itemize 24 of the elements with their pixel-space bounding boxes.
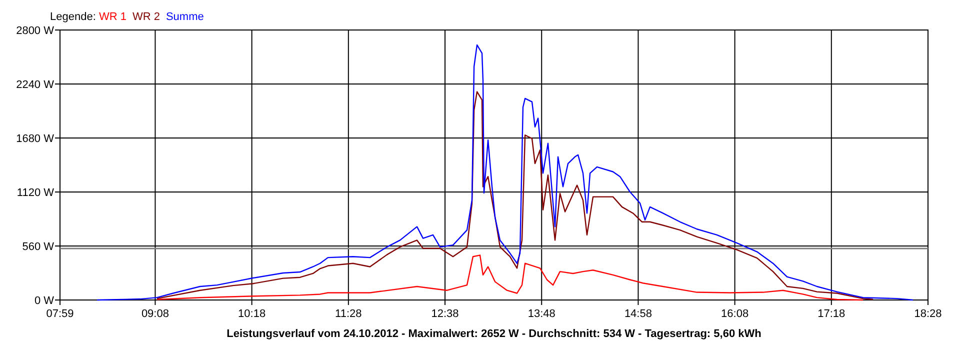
- line-series: [156, 254, 864, 301]
- x-tick-label: 18:28: [914, 308, 942, 320]
- x-axis-title: Leistungsverlauf vom 24.10.2012 - Maximalwert: 2652 W - Durchschnitt: 534 W - Tagesertrag: 5,60 kWh: [226, 328, 762, 340]
- x-tick-label: 07:59: [46, 308, 74, 320]
- line-series: [156, 91, 874, 300]
- y-tick-label: 1120 W: [16, 186, 55, 199]
- x-tick-label: 10:18: [238, 308, 266, 320]
- y-tick-label: 2800 W: [16, 24, 55, 37]
- text: Summe: [166, 11, 204, 23]
- y-tick-label: 1680 W: [16, 132, 55, 145]
- text: WR 2: [132, 11, 160, 23]
- legend-title: Legende:: [50, 11, 99, 23]
- x-tick-label: 16:08: [721, 308, 749, 320]
- x-tick-label: 13:48: [528, 308, 556, 320]
- text: WR 1: [98, 11, 126, 23]
- x-tick-label: 17:18: [818, 308, 846, 320]
- x-tick-label: 14:58: [624, 308, 652, 320]
- y-tick-label: 0 W: [34, 294, 55, 307]
- x-tick-label: 12:38: [431, 308, 459, 320]
- line-series: [96, 44, 914, 301]
- y-tick-label: 2240 W: [16, 78, 55, 91]
- y-tick-label: 560 W: [22, 240, 55, 253]
- x-tick-label: 09:08: [141, 308, 169, 320]
- x-tick-label: 11:28: [335, 308, 362, 320]
